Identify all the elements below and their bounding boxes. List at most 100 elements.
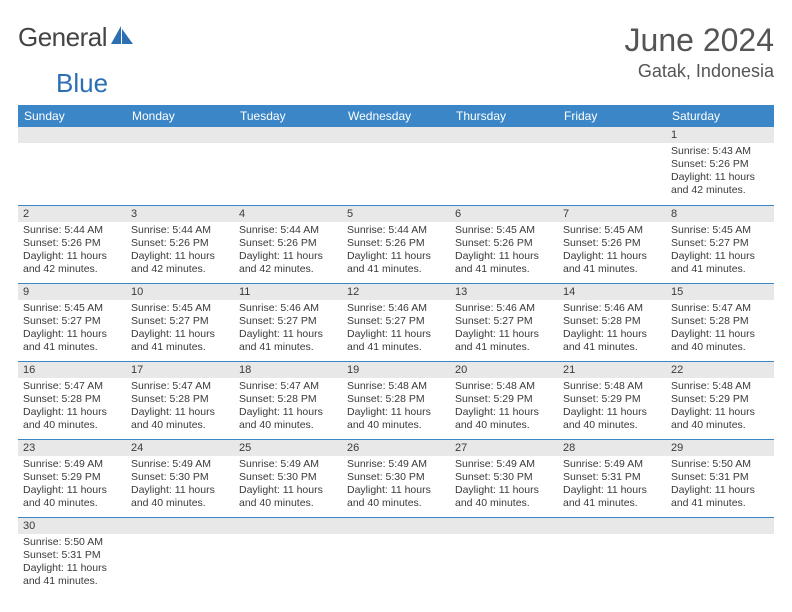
sunset-text: Sunset: 5:30 PM xyxy=(455,471,553,484)
sunset-text: Sunset: 5:30 PM xyxy=(347,471,445,484)
sunset-text: Sunset: 5:31 PM xyxy=(671,471,769,484)
day-number: 20 xyxy=(450,362,558,378)
month-title: June 2024 xyxy=(625,22,774,59)
day-number xyxy=(126,127,234,143)
day-content: Sunrise: 5:45 AMSunset: 5:26 PMDaylight:… xyxy=(558,222,666,281)
day-content: Sunrise: 5:44 AMSunset: 5:26 PMDaylight:… xyxy=(18,222,126,281)
calendar-table: Sunday Monday Tuesday Wednesday Thursday… xyxy=(18,105,774,595)
calendar-cell: 2Sunrise: 5:44 AMSunset: 5:26 PMDaylight… xyxy=(18,205,126,283)
day-number: 15 xyxy=(666,284,774,300)
day-number xyxy=(342,518,450,534)
day-content xyxy=(126,534,234,584)
sunset-text: Sunset: 5:29 PM xyxy=(455,393,553,406)
day-number: 1 xyxy=(666,127,774,143)
sunset-text: Sunset: 5:27 PM xyxy=(131,315,229,328)
calendar-cell: 14Sunrise: 5:46 AMSunset: 5:28 PMDayligh… xyxy=(558,283,666,361)
daylight-text: Daylight: 11 hours and 40 minutes. xyxy=(23,484,121,510)
day-number: 10 xyxy=(126,284,234,300)
sunrise-text: Sunrise: 5:43 AM xyxy=(671,145,769,158)
day-number: 25 xyxy=(234,440,342,456)
calendar-cell: 9Sunrise: 5:45 AMSunset: 5:27 PMDaylight… xyxy=(18,283,126,361)
day-content: Sunrise: 5:47 AMSunset: 5:28 PMDaylight:… xyxy=(126,378,234,437)
calendar-week: 1Sunrise: 5:43 AMSunset: 5:26 PMDaylight… xyxy=(18,127,774,205)
day-content: Sunrise: 5:50 AMSunset: 5:31 PMDaylight:… xyxy=(18,534,126,593)
day-number: 9 xyxy=(18,284,126,300)
sunset-text: Sunset: 5:30 PM xyxy=(131,471,229,484)
sunset-text: Sunset: 5:29 PM xyxy=(23,471,121,484)
day-number: 23 xyxy=(18,440,126,456)
calendar-cell: 1Sunrise: 5:43 AMSunset: 5:26 PMDaylight… xyxy=(666,127,774,205)
day-number: 11 xyxy=(234,284,342,300)
daylight-text: Daylight: 11 hours and 41 minutes. xyxy=(563,484,661,510)
sunrise-text: Sunrise: 5:49 AM xyxy=(455,458,553,471)
calendar-cell: 11Sunrise: 5:46 AMSunset: 5:27 PMDayligh… xyxy=(234,283,342,361)
sunrise-text: Sunrise: 5:45 AM xyxy=(563,224,661,237)
day-content: Sunrise: 5:49 AMSunset: 5:30 PMDaylight:… xyxy=(126,456,234,515)
sunrise-text: Sunrise: 5:50 AM xyxy=(23,536,121,549)
day-content: Sunrise: 5:47 AMSunset: 5:28 PMDaylight:… xyxy=(18,378,126,437)
sunset-text: Sunset: 5:29 PM xyxy=(563,393,661,406)
day-content: Sunrise: 5:45 AMSunset: 5:27 PMDaylight:… xyxy=(126,300,234,359)
sunset-text: Sunset: 5:28 PM xyxy=(671,315,769,328)
sunset-text: Sunset: 5:26 PM xyxy=(563,237,661,250)
day-content xyxy=(234,143,342,193)
sunset-text: Sunset: 5:27 PM xyxy=(347,315,445,328)
calendar-week: 23Sunrise: 5:49 AMSunset: 5:29 PMDayligh… xyxy=(18,439,774,517)
day-content: Sunrise: 5:49 AMSunset: 5:30 PMDaylight:… xyxy=(450,456,558,515)
calendar-cell: 30Sunrise: 5:50 AMSunset: 5:31 PMDayligh… xyxy=(18,517,126,595)
day-number: 18 xyxy=(234,362,342,378)
calendar-cell: 22Sunrise: 5:48 AMSunset: 5:29 PMDayligh… xyxy=(666,361,774,439)
day-number xyxy=(450,127,558,143)
calendar-cell: 10Sunrise: 5:45 AMSunset: 5:27 PMDayligh… xyxy=(126,283,234,361)
day-content: Sunrise: 5:49 AMSunset: 5:30 PMDaylight:… xyxy=(342,456,450,515)
calendar-cell: 27Sunrise: 5:49 AMSunset: 5:30 PMDayligh… xyxy=(450,439,558,517)
sunset-text: Sunset: 5:27 PM xyxy=(23,315,121,328)
daylight-text: Daylight: 11 hours and 40 minutes. xyxy=(455,484,553,510)
calendar-cell xyxy=(450,517,558,595)
calendar-cell xyxy=(126,517,234,595)
day-header: Monday xyxy=(126,105,234,127)
day-number xyxy=(558,518,666,534)
day-number xyxy=(558,127,666,143)
daylight-text: Daylight: 11 hours and 41 minutes. xyxy=(563,250,661,276)
sunset-text: Sunset: 5:31 PM xyxy=(23,549,121,562)
day-content: Sunrise: 5:49 AMSunset: 5:31 PMDaylight:… xyxy=(558,456,666,515)
sunrise-text: Sunrise: 5:47 AM xyxy=(23,380,121,393)
sunset-text: Sunset: 5:27 PM xyxy=(239,315,337,328)
calendar-cell xyxy=(342,517,450,595)
daylight-text: Daylight: 11 hours and 40 minutes. xyxy=(347,484,445,510)
day-header-row: Sunday Monday Tuesday Wednesday Thursday… xyxy=(18,105,774,127)
day-content xyxy=(234,534,342,584)
sunset-text: Sunset: 5:28 PM xyxy=(347,393,445,406)
sunset-text: Sunset: 5:26 PM xyxy=(671,158,769,171)
day-number: 5 xyxy=(342,206,450,222)
daylight-text: Daylight: 11 hours and 41 minutes. xyxy=(455,250,553,276)
day-content: Sunrise: 5:47 AMSunset: 5:28 PMDaylight:… xyxy=(666,300,774,359)
day-content: Sunrise: 5:48 AMSunset: 5:28 PMDaylight:… xyxy=(342,378,450,437)
sunrise-text: Sunrise: 5:45 AM xyxy=(671,224,769,237)
day-content: Sunrise: 5:44 AMSunset: 5:26 PMDaylight:… xyxy=(126,222,234,281)
calendar-cell: 24Sunrise: 5:49 AMSunset: 5:30 PMDayligh… xyxy=(126,439,234,517)
calendar-cell: 17Sunrise: 5:47 AMSunset: 5:28 PMDayligh… xyxy=(126,361,234,439)
sunrise-text: Sunrise: 5:50 AM xyxy=(671,458,769,471)
day-number: 27 xyxy=(450,440,558,456)
sunrise-text: Sunrise: 5:49 AM xyxy=(563,458,661,471)
calendar-cell xyxy=(666,517,774,595)
calendar-cell xyxy=(342,127,450,205)
day-content xyxy=(126,143,234,193)
day-content: Sunrise: 5:44 AMSunset: 5:26 PMDaylight:… xyxy=(342,222,450,281)
daylight-text: Daylight: 11 hours and 41 minutes. xyxy=(671,250,769,276)
day-number: 6 xyxy=(450,206,558,222)
sunrise-text: Sunrise: 5:49 AM xyxy=(23,458,121,471)
sunrise-text: Sunrise: 5:48 AM xyxy=(347,380,445,393)
calendar-cell: 28Sunrise: 5:49 AMSunset: 5:31 PMDayligh… xyxy=(558,439,666,517)
sunset-text: Sunset: 5:31 PM xyxy=(563,471,661,484)
sail-icon xyxy=(109,22,135,53)
day-content xyxy=(450,534,558,584)
daylight-text: Daylight: 11 hours and 40 minutes. xyxy=(347,406,445,432)
daylight-text: Daylight: 11 hours and 40 minutes. xyxy=(563,406,661,432)
day-number: 3 xyxy=(126,206,234,222)
calendar-cell: 18Sunrise: 5:47 AMSunset: 5:28 PMDayligh… xyxy=(234,361,342,439)
sunset-text: Sunset: 5:27 PM xyxy=(671,237,769,250)
calendar-cell xyxy=(126,127,234,205)
